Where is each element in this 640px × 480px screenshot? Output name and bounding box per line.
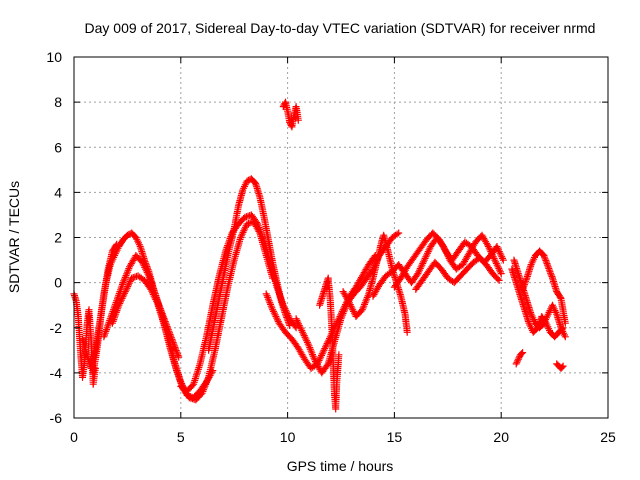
data-points: [70, 98, 569, 413]
series-arc-7: [205, 175, 294, 354]
series-markers: [412, 254, 503, 293]
x-tick-label: 5: [177, 429, 185, 445]
series-arc-15: [412, 254, 503, 293]
series-arc-11: [316, 274, 343, 413]
series-markers: [553, 360, 567, 372]
y-tick-label: 0: [54, 275, 62, 291]
y-tick-label: 6: [54, 139, 62, 155]
x-tick-label: 20: [493, 429, 509, 445]
y-tick-label: 10: [46, 49, 62, 65]
y-tick-label: -6: [50, 410, 63, 426]
series-arc-18: [519, 247, 569, 327]
y-tick-label: 2: [54, 230, 62, 246]
y-tick-label: -2: [50, 320, 63, 336]
x-tick-label: 0: [70, 429, 78, 445]
series-markers: [279, 98, 302, 131]
y-axis-label: SDTVAR / TECUs: [6, 181, 22, 293]
series-arc-19: [512, 349, 527, 368]
axis-ticks: 0 5 10 15 20 25 -6 -4 -2 0 2 4 6 8 10: [46, 49, 616, 445]
x-tick-label: 25: [600, 429, 616, 445]
x-tick-label: 15: [387, 429, 403, 445]
series-markers: [508, 265, 567, 341]
series-markers: [519, 247, 569, 327]
chart-title: Day 009 of 2017, Sidereal Day-to-day VTE…: [85, 20, 596, 36]
series-markers: [205, 175, 294, 354]
series-arc-8: [279, 98, 302, 131]
series-markers: [512, 349, 527, 368]
y-tick-label: 4: [54, 184, 62, 200]
series-arc-17: [508, 265, 567, 341]
y-tick-label: 8: [54, 94, 62, 110]
x-tick-label: 10: [280, 429, 296, 445]
series-markers: [316, 274, 343, 413]
y-tick-label: -4: [50, 365, 63, 381]
series-arc-20: [553, 360, 567, 372]
x-axis-label: GPS time / hours: [287, 458, 394, 474]
